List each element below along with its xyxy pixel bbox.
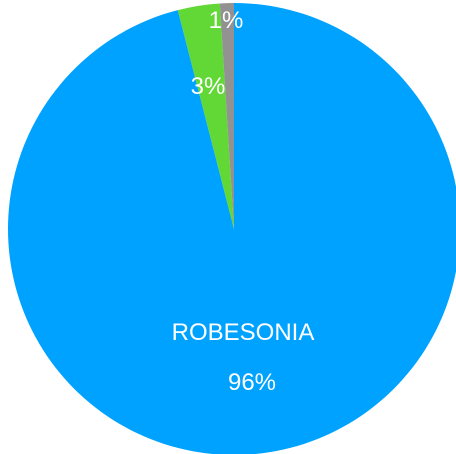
slice-pct-label: 3% xyxy=(191,73,226,100)
pie-slices xyxy=(8,3,456,454)
slice-pct-label: 96% xyxy=(228,369,276,396)
slice-name-label: ROBESONIA xyxy=(172,319,315,346)
pie-slice-slice-2 xyxy=(219,3,234,229)
pie-slice-robesonia xyxy=(8,3,456,454)
pie-labels: ROBESONIA 96% 3% 1% xyxy=(172,7,315,396)
slice-pct-label: 1% xyxy=(209,7,244,34)
pie-slice-slice-1 xyxy=(177,3,234,230)
